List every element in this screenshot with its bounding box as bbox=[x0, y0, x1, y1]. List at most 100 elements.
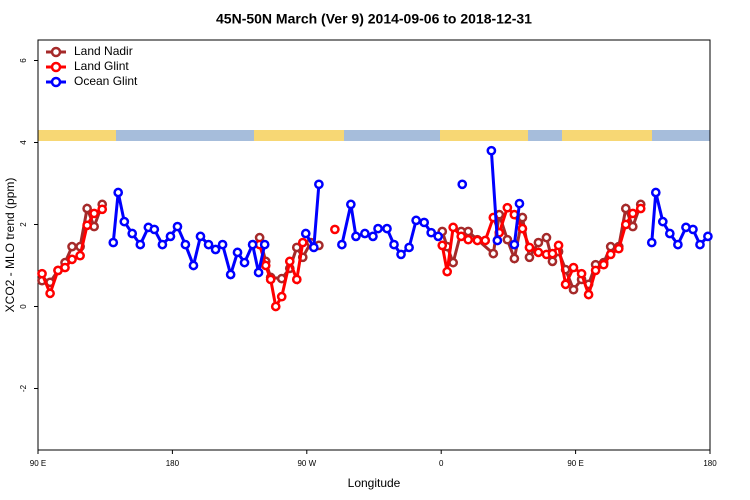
data-point bbox=[492, 235, 503, 246]
data-point bbox=[590, 265, 601, 276]
data-point bbox=[657, 216, 668, 227]
x-tick-label: 90 E bbox=[567, 459, 583, 468]
land-strip bbox=[440, 130, 528, 141]
data-point bbox=[433, 231, 444, 242]
data-point bbox=[89, 208, 99, 219]
data-point bbox=[60, 262, 70, 273]
data-point bbox=[472, 235, 483, 246]
data-point bbox=[217, 239, 228, 250]
data-point bbox=[502, 202, 513, 213]
data-point bbox=[673, 239, 683, 250]
data-point bbox=[517, 223, 528, 234]
data-point bbox=[437, 240, 448, 251]
data-point bbox=[620, 203, 631, 214]
data-point bbox=[533, 247, 544, 258]
data-point bbox=[253, 267, 264, 278]
series-line bbox=[111, 150, 709, 280]
data-point bbox=[330, 224, 340, 235]
data-point bbox=[270, 301, 281, 312]
data-point bbox=[75, 250, 85, 261]
data-point bbox=[360, 228, 370, 239]
data-point bbox=[480, 235, 491, 246]
y-axis-label: XCO2 - MLO trend (ppm) bbox=[3, 178, 17, 313]
legend-marker bbox=[50, 61, 62, 73]
data-point bbox=[533, 237, 544, 248]
data-point bbox=[568, 284, 579, 295]
data-point bbox=[613, 243, 624, 254]
land-strip bbox=[254, 130, 344, 141]
data-point bbox=[411, 215, 421, 226]
data-point bbox=[509, 239, 520, 250]
data-point bbox=[210, 244, 221, 255]
x-tick-label: 180 bbox=[166, 459, 180, 468]
data-point bbox=[157, 239, 168, 250]
y-tick-label: 4 bbox=[19, 140, 28, 145]
x-tick-label: 90 E bbox=[30, 459, 46, 468]
data-point bbox=[37, 268, 47, 279]
legend-label: Land Nadir bbox=[74, 44, 133, 58]
plot-frame bbox=[37, 39, 711, 451]
data-point bbox=[291, 274, 302, 285]
data-point bbox=[97, 204, 108, 215]
y-tick-label: 0 bbox=[19, 304, 28, 309]
data-point bbox=[568, 262, 579, 273]
data-point bbox=[524, 242, 535, 253]
data-point bbox=[695, 239, 705, 250]
land-strip bbox=[38, 130, 116, 141]
data-point bbox=[239, 257, 250, 268]
data-point bbox=[351, 231, 361, 242]
data-point bbox=[488, 248, 499, 259]
data-point bbox=[67, 254, 77, 265]
data-point bbox=[225, 269, 236, 280]
data-point bbox=[297, 237, 308, 248]
data-point bbox=[67, 241, 77, 252]
data-point bbox=[448, 222, 458, 233]
data-point bbox=[635, 203, 646, 214]
data-point bbox=[605, 241, 616, 252]
data-point bbox=[265, 274, 276, 285]
data-point bbox=[389, 239, 399, 250]
legend-label: Ocean Glint bbox=[74, 74, 138, 88]
data-point bbox=[426, 227, 437, 238]
legend-marker bbox=[50, 76, 62, 88]
data-point bbox=[314, 179, 324, 190]
data-point bbox=[703, 231, 713, 242]
data-point bbox=[82, 220, 92, 231]
x-tick-label: 90 W bbox=[297, 459, 316, 468]
data-point bbox=[346, 199, 356, 210]
data-point bbox=[583, 289, 594, 300]
data-point bbox=[404, 242, 414, 253]
data-point bbox=[113, 187, 124, 198]
data-point bbox=[509, 253, 520, 264]
data-point bbox=[463, 234, 474, 245]
data-point bbox=[419, 217, 430, 228]
y-tick-label: -2 bbox=[19, 384, 28, 392]
data-point bbox=[308, 242, 319, 253]
x-tick-label: 0 bbox=[439, 459, 444, 468]
data-point bbox=[646, 237, 657, 248]
data-point bbox=[553, 240, 564, 251]
data-point bbox=[517, 212, 528, 223]
data-point bbox=[448, 257, 458, 268]
data-point bbox=[605, 249, 616, 260]
data-point bbox=[195, 231, 206, 242]
legend-marker bbox=[50, 46, 62, 58]
chart-title: 45N-50N March (Ver 9) 2014-09-06 to 2018… bbox=[216, 11, 532, 27]
data-point bbox=[337, 239, 347, 250]
data-point bbox=[127, 228, 138, 239]
data-point bbox=[620, 219, 631, 230]
x-tick-label: 180 bbox=[703, 459, 717, 468]
data-point bbox=[463, 226, 474, 237]
data-point bbox=[457, 179, 468, 190]
data-point bbox=[203, 239, 214, 250]
data-point bbox=[368, 231, 378, 242]
data-point bbox=[135, 239, 146, 250]
data-point bbox=[486, 145, 497, 156]
data-point bbox=[598, 259, 609, 270]
data-point bbox=[382, 223, 392, 234]
data-point bbox=[541, 232, 552, 243]
data-point bbox=[165, 231, 176, 242]
data-point bbox=[664, 228, 675, 239]
data-point bbox=[514, 198, 525, 209]
